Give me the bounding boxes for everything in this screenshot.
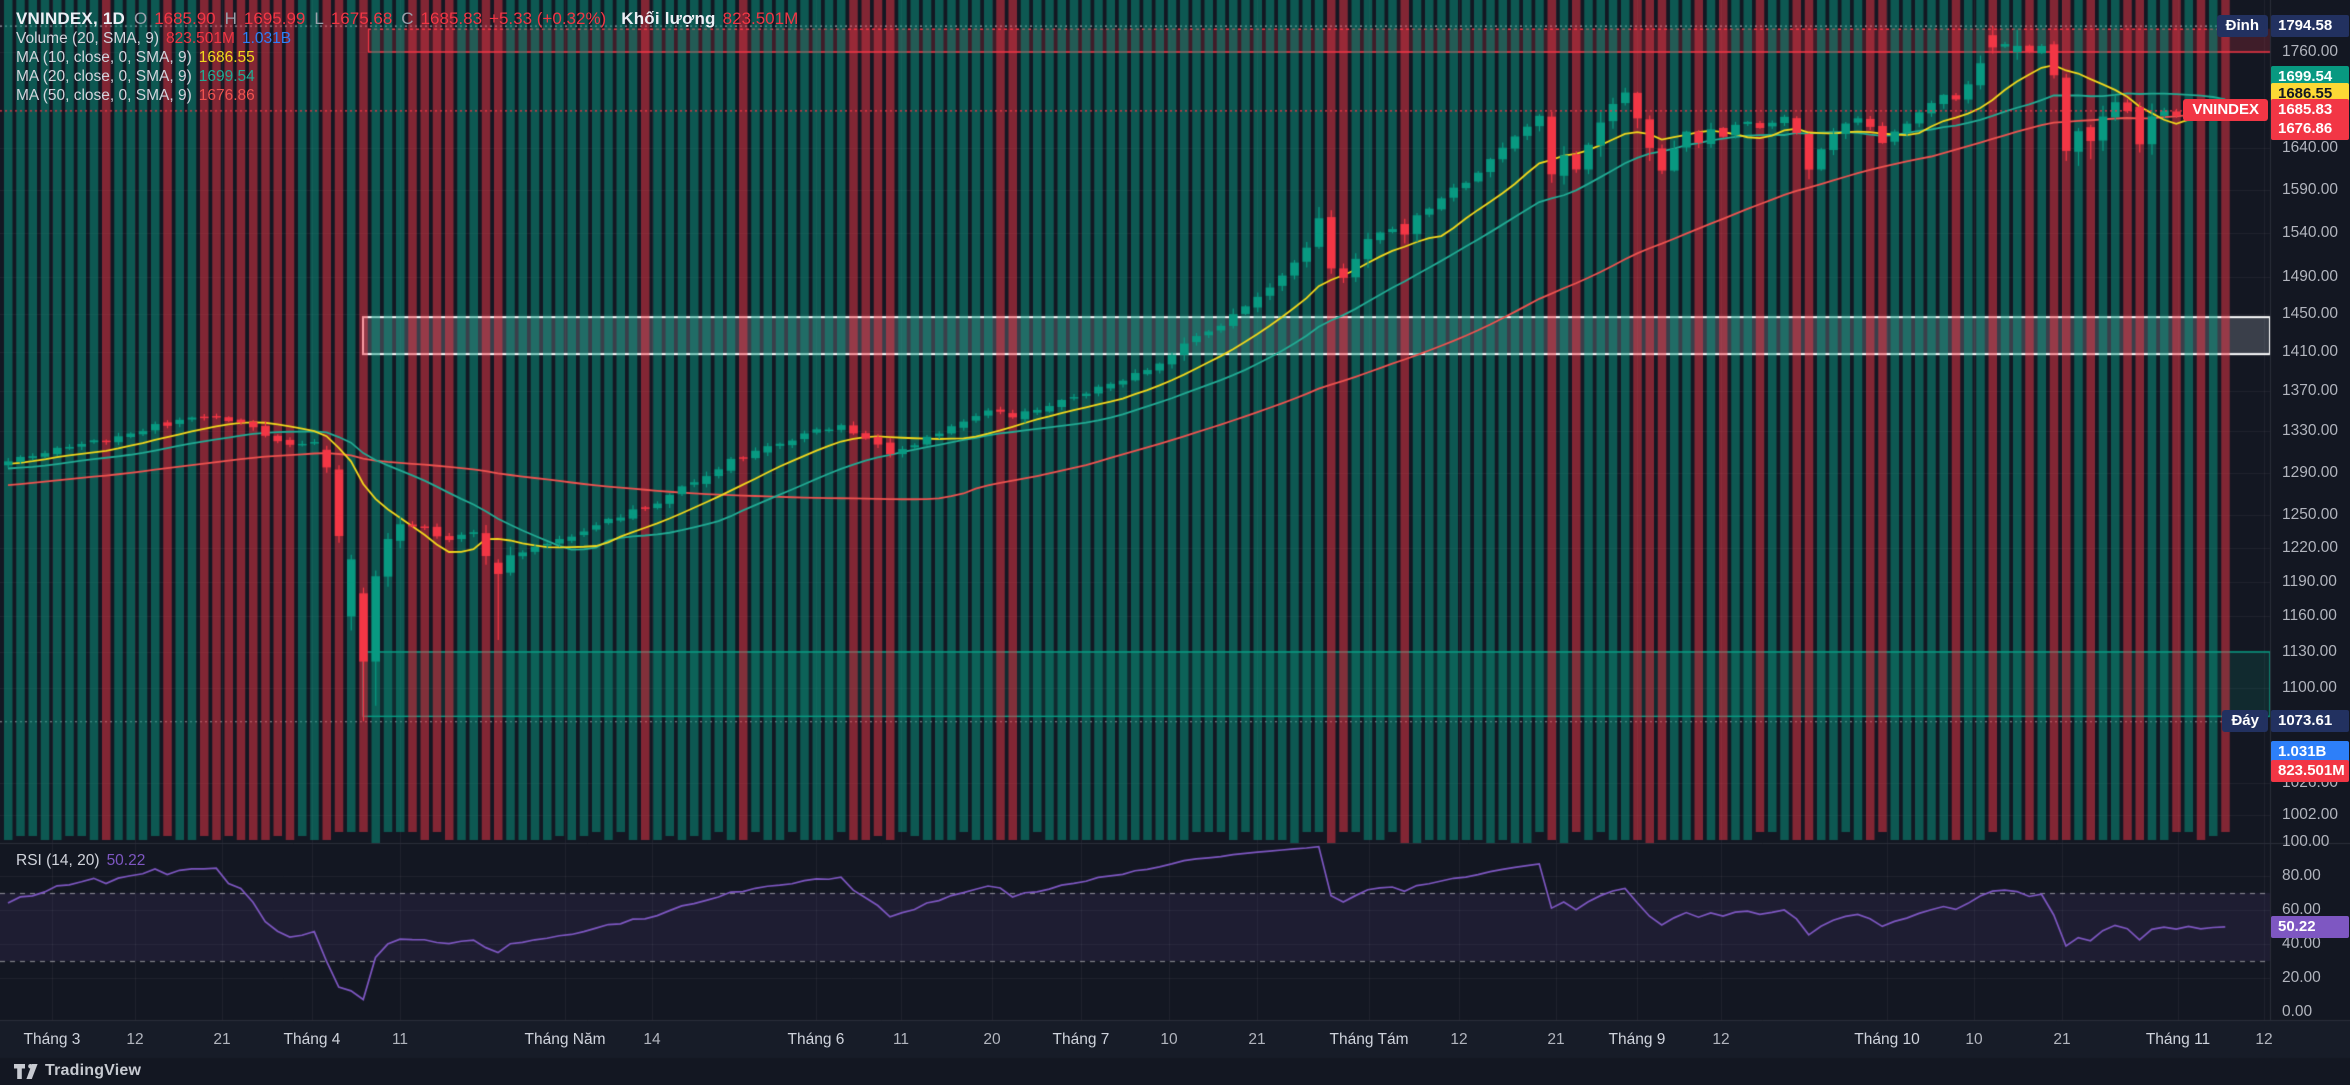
price-tick-label: 1330.00 <box>2282 422 2339 440</box>
ma50-label: MA (50, close, 0, SMA, 9) <box>16 86 192 104</box>
time-tick-label: 11 <box>892 1031 910 1048</box>
time-tick-label: 12 <box>1712 1031 1730 1048</box>
tradingview-brand-text[interactable]: TradingView <box>45 1062 142 1079</box>
high-label: H <box>224 8 237 28</box>
time-tick-label: 11 <box>391 1031 409 1048</box>
high-value: 1695.99 <box>243 8 306 28</box>
rsi-label: RSI (14, 20) <box>16 851 100 869</box>
time-tick-label: 14 <box>643 1031 661 1048</box>
price-scale-badge: 1676.86 <box>2271 117 2349 140</box>
price-scale-badge: 1073.61 <box>2271 710 2349 733</box>
price-tick-label: 1540.00 <box>2282 223 2339 241</box>
time-tick-label: Tháng Tám <box>1329 1031 1409 1048</box>
low-label: L <box>314 8 324 28</box>
volume-legend-row[interactable]: Volume (20, SMA, 9) 823.501M 1.031B <box>16 29 798 48</box>
price-scale-badge: 1699.54 <box>2271 66 2349 89</box>
price-scale-badge: 1.031B <box>2271 741 2349 763</box>
time-tick-label: Tháng 4 <box>283 1031 341 1048</box>
price-tick-label: 1450.00 <box>2282 305 2339 323</box>
volume-indicator-title: Khối lượng <box>621 8 716 28</box>
symbol-legend-row[interactable]: VNINDEX, 1D O 1685.90 H 1695.99 L 1675.6… <box>16 8 798 29</box>
symbol-title: VNINDEX, 1D <box>16 8 125 28</box>
ma10-value: 1686.55 <box>198 48 255 66</box>
close-label: C <box>401 8 414 28</box>
price-tick-label: 1490.00 <box>2282 268 2339 286</box>
open-label: O <box>133 8 148 28</box>
price-tick-label: 1220.00 <box>2282 539 2339 557</box>
open-value: 1685.90 <box>154 8 216 28</box>
volume-ma-value: 1.031B <box>241 29 292 47</box>
time-tick-label: 21 <box>1248 1031 1266 1048</box>
ma50-legend-row[interactable]: MA (50, close, 0, SMA, 9) 1676.86 <box>16 86 798 105</box>
price-scale-badge: 1794.58 <box>2271 14 2349 37</box>
price-tick-label: 1590.00 <box>2282 180 2339 198</box>
ma20-legend-row[interactable]: MA (20, close, 0, SMA, 9) 1699.54 <box>16 67 798 86</box>
rsi-value: 50.22 <box>106 851 146 869</box>
time-tick-label: Tháng 7 <box>1052 1031 1110 1048</box>
time-tick-label: 21 <box>213 1031 231 1048</box>
price-tick-label: 1410.00 <box>2282 343 2339 361</box>
rsi-tick-label: 60.00 <box>2282 901 2321 918</box>
time-tick-label: 12 <box>126 1031 144 1048</box>
time-tick-label: 10 <box>1160 1031 1178 1048</box>
time-tick-label: Tháng 11 <box>2145 1031 2211 1048</box>
price-scale-badge: 1685.83 <box>2271 99 2349 122</box>
rsi-tick-label: 20.00 <box>2282 969 2321 986</box>
price-tick-label: 1190.00 <box>2282 572 2337 590</box>
price-tick-label: 1760.00 <box>2282 43 2339 60</box>
ma50-value: 1676.86 <box>198 86 255 104</box>
price-tick-label: 1250.00 <box>2282 506 2339 524</box>
tradingview-logo-icon[interactable] <box>14 1063 38 1079</box>
rsi-legend-row[interactable]: RSI (14, 20) 50.22 <box>16 851 145 870</box>
time-tick-label: 20 <box>983 1031 1001 1048</box>
level-label-vnindex: VNINDEX <box>2183 99 2268 122</box>
volume-row-value: 823.501M <box>166 29 235 47</box>
time-tick-label: 12 <box>1450 1031 1468 1048</box>
price-tick-label: 1100.00 <box>2282 679 2337 697</box>
volume-indicator-value: 823.501M <box>722 8 799 28</box>
time-tick-label: Tháng 10 <box>1854 1031 1920 1048</box>
footer-bar: TradingView <box>14 1060 141 1082</box>
rsi-tick-label: 100.00 <box>2282 833 2330 850</box>
time-tick-label: 12 <box>2255 1031 2273 1048</box>
rsi-tick-label: 0.00 <box>2282 1003 2313 1020</box>
ma10-legend-row[interactable]: MA (10, close, 0, SMA, 9) 1686.55 <box>16 48 798 67</box>
price-tick-label: 1130.00 <box>2282 642 2337 660</box>
price-tick-label: 1370.00 <box>2282 382 2339 400</box>
time-tick-label: 21 <box>1547 1031 1565 1048</box>
ma20-value: 1699.54 <box>198 67 255 85</box>
time-tick-label: Tháng Năm <box>524 1031 606 1048</box>
price-tick-label: 1002.00 <box>2282 805 2339 823</box>
time-tick-label: 21 <box>2053 1031 2071 1048</box>
price-tick-label: 1290.00 <box>2282 463 2339 481</box>
close-value: 1685.83 <box>420 8 483 28</box>
time-tick-label: Tháng 9 <box>1608 1031 1666 1048</box>
price-tick-label: 1160.00 <box>2282 607 2337 625</box>
level-label-đáy: Đáy <box>2222 710 2268 733</box>
chart-legend: VNINDEX, 1D O 1685.90 H 1695.99 L 1675.6… <box>16 8 798 105</box>
ma20-label: MA (20, close, 0, SMA, 9) <box>16 67 192 85</box>
time-tick-label: Tháng 6 <box>787 1031 845 1048</box>
price-scale-badge: 50.22 <box>2271 915 2349 938</box>
low-value: 1675.68 <box>330 8 393 28</box>
time-tick-label: 10 <box>1965 1031 1983 1048</box>
volume-row-label: Volume (20, SMA, 9) <box>16 29 160 47</box>
rsi-tick-label: 80.00 <box>2282 867 2321 884</box>
rsi-tick-label: 40.00 <box>2282 935 2321 952</box>
rsi-legend: RSI (14, 20) 50.22 <box>16 851 145 870</box>
change-value: +5.33 (+0.32%) <box>489 8 607 28</box>
price-scale-badge: 823.501M <box>2271 759 2349 782</box>
price-tick-label: 1640.00 <box>2282 138 2339 156</box>
ma10-label: MA (10, close, 0, SMA, 9) <box>16 48 192 66</box>
time-tick-label: Tháng 3 <box>23 1031 81 1048</box>
level-label-đỉnh: Đỉnh <box>2216 14 2268 37</box>
